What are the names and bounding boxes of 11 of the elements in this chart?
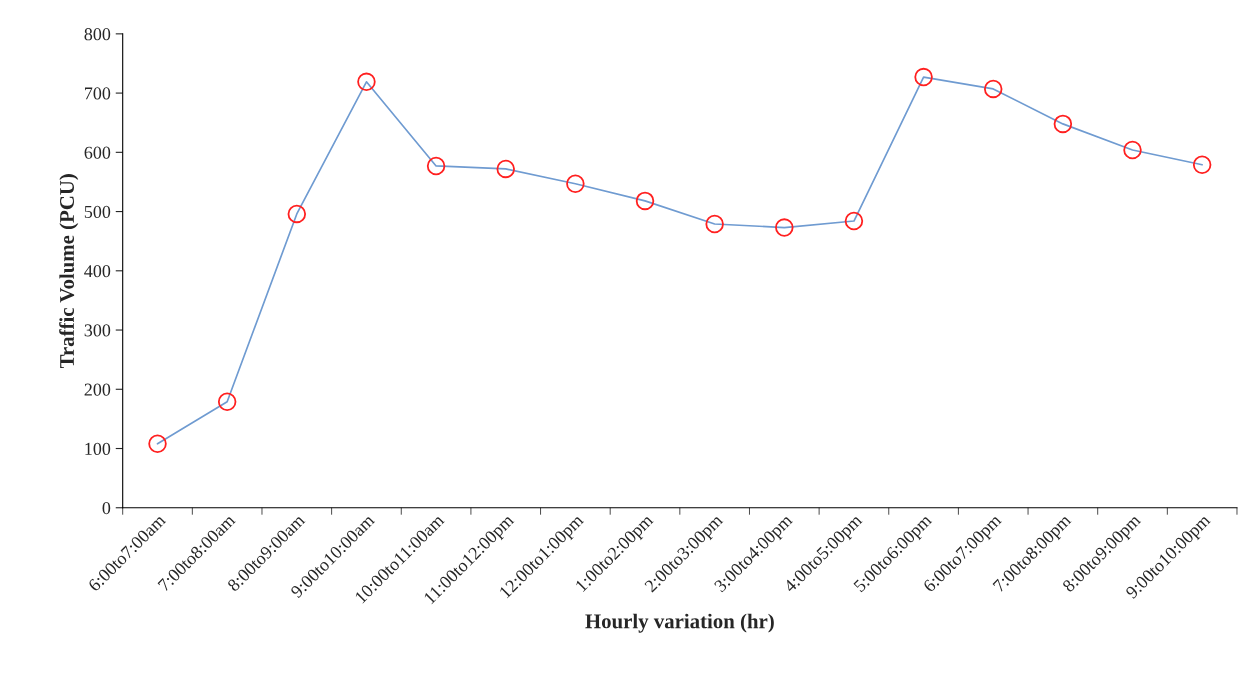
y-tick-label: 0 xyxy=(102,502,111,515)
y-tick-label: 500 xyxy=(84,205,111,218)
y-tick-label: 600 xyxy=(84,146,111,159)
y-tick-label: 400 xyxy=(84,265,111,278)
x-axis-title: Hourly variation (hr) xyxy=(585,613,774,633)
y-axis-title: Traffic Volume (PCU) xyxy=(59,174,79,369)
y-tick-label: 300 xyxy=(84,324,111,337)
y-tick-label: 800 xyxy=(84,28,111,41)
y-tick-label: 100 xyxy=(85,442,111,455)
y-tick-label: 700 xyxy=(85,87,111,100)
y-tick-label: 200 xyxy=(84,383,111,396)
